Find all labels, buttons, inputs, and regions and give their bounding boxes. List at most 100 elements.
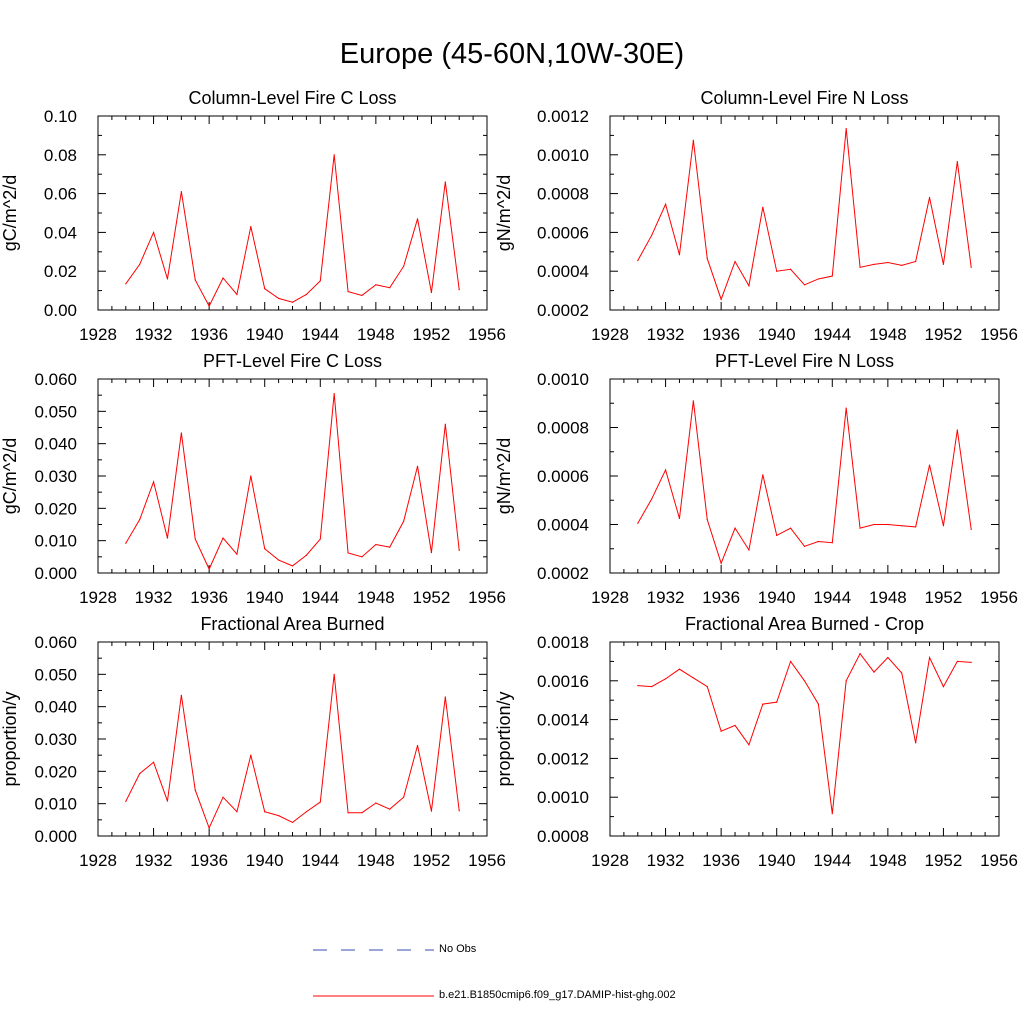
panel-5-data-point — [208, 827, 210, 829]
panel-3-ytick-label: 0.050 — [34, 402, 77, 421]
panel-4-data-point — [734, 527, 736, 529]
panel-2-data-point — [887, 261, 889, 264]
panel-5-ytick-label: 0.000 — [34, 827, 77, 846]
panel-4-data-point — [692, 400, 694, 402]
panel-4-xtick-label: 1936 — [702, 588, 740, 607]
panel-2-data-point — [845, 128, 847, 130]
panel-5-ytick-label: 0.050 — [34, 665, 77, 684]
panel-2-xtick-label: 1948 — [869, 325, 907, 344]
panel-4-data-point — [720, 562, 722, 564]
panel-3-data-point — [389, 546, 391, 548]
panel-6-data-point — [956, 660, 958, 663]
panel-2-data-point — [692, 139, 694, 141]
panel-4-data-point — [637, 522, 639, 524]
panel-3-xtick-label: 1940 — [246, 588, 284, 607]
panel-5-data-point — [319, 801, 321, 803]
panel-1-ytick-label: 0.06 — [44, 185, 77, 204]
panel-2-ytick-label: 0.0008 — [537, 185, 589, 204]
panel-3-ylabel: gC/m^2/d — [0, 438, 20, 514]
panel-4-data-point — [817, 540, 819, 543]
panel-6-series-line — [637, 652, 972, 814]
panel-3-data-point — [250, 475, 252, 477]
panel-1-data-point — [319, 280, 321, 282]
panel-3-data-point — [319, 538, 321, 540]
panel-1-xtick-label: 1936 — [190, 325, 228, 344]
panel-1-ylabel: gC/m^2/d — [0, 175, 20, 251]
panel-4-ytick-label: 0.0004 — [537, 516, 589, 535]
panel-6-data-point — [859, 653, 861, 655]
panel-6-data-point — [720, 730, 722, 732]
panel-2-series-line — [637, 128, 972, 301]
panel-2-data-point — [720, 298, 722, 300]
panel-5-data-point — [416, 744, 419, 747]
panel-6-data-point — [762, 703, 764, 705]
panel-6-data-point — [845, 680, 847, 682]
panel-2-xtick-label: 1932 — [647, 325, 685, 344]
panel-1-data-point — [139, 263, 141, 266]
panel-3-xtick-label: 1956 — [468, 588, 506, 607]
panel-3-xtick-label: 1932 — [135, 588, 173, 607]
panel-6-ytick-label: 0.0010 — [537, 788, 589, 807]
panel-1-data-point — [180, 191, 182, 193]
panel-2-xtick-label: 1956 — [980, 325, 1018, 344]
panel-3-ytick-label: 0.000 — [34, 564, 77, 583]
panel-6-plot-frame — [609, 641, 1000, 837]
panel-2-data-point — [942, 263, 945, 266]
panel-4-xtick-label: 1940 — [758, 588, 796, 607]
panel-1-data-point — [194, 279, 196, 281]
panel-2-data-point — [803, 284, 806, 286]
panel-6-ytick-label: 0.0012 — [537, 749, 589, 768]
panel-6-data-point — [664, 678, 667, 680]
panel-6-ylabel: proportion/y — [494, 691, 514, 786]
panel-4-data-point — [901, 525, 903, 527]
panel-4-ylabel: gN/m^2/d — [494, 438, 514, 514]
panel-4-data-point — [664, 469, 667, 471]
panel-5-data-point — [291, 821, 294, 824]
panel-5-ytick-label: 0.030 — [34, 730, 77, 749]
panel-2-data-point — [706, 257, 708, 260]
panel-4-data-point — [845, 407, 847, 409]
panel-2-xtick-label: 1928 — [591, 325, 629, 344]
panel-2-ytick-label: 0.0002 — [537, 301, 589, 320]
panel-3-data-point — [194, 538, 196, 540]
panel-4-title: PFT-Level Fire N Loss — [715, 351, 894, 371]
panel-3-data-point — [222, 537, 224, 539]
panel-6-data-point — [651, 686, 653, 688]
panel-6-ytick-label: 0.0018 — [537, 633, 589, 652]
panel-2-data-point — [915, 260, 917, 263]
panel-2-data-point — [831, 275, 833, 277]
panel-6-data-point — [692, 677, 694, 679]
panel-5-data-point — [389, 808, 391, 810]
panel-3-ytick-label: 0.010 — [34, 532, 77, 551]
panel-6-data-point — [678, 668, 681, 670]
panel-3-data-point — [208, 568, 210, 570]
panel-2-data-point — [928, 196, 931, 199]
panel-3-data-point — [152, 481, 155, 483]
panel-5-xtick-label: 1940 — [246, 851, 284, 870]
panel-2-ylabel: gN/m^2/d — [494, 175, 514, 251]
panel-1-data-point — [305, 293, 307, 296]
panel-4-xtick-label: 1952 — [925, 588, 963, 607]
panel-3-xtick-label: 1948 — [357, 588, 395, 607]
panel-6-data-point — [942, 686, 945, 688]
page-title: Europe (45-60N,10W-30E) — [339, 38, 685, 70]
panel-1-xtick-label: 1944 — [301, 325, 339, 344]
panel-6-ytick-label: 0.0016 — [537, 672, 589, 691]
panel-1-ytick-label: 0.00 — [44, 301, 77, 320]
panel-5-data-point — [403, 796, 405, 798]
panel-1-data-point — [389, 287, 391, 289]
panel-2-data-point — [859, 266, 861, 268]
panel-5-data-point — [278, 815, 280, 817]
panel-6-xtick-label: 1944 — [813, 851, 851, 870]
panel-1-plot-frame — [97, 115, 488, 311]
panel-4-ytick-label: 0.0010 — [537, 370, 589, 389]
panel-6-xtick-label: 1932 — [647, 851, 685, 870]
panel-5-data-point — [222, 796, 224, 798]
panel-2-data-point — [776, 270, 778, 272]
panel-1-data-point — [444, 181, 446, 183]
panel-1-xtick-label: 1952 — [413, 325, 451, 344]
panel-3-data-point — [361, 556, 363, 558]
panel-5-xtick-label: 1948 — [357, 851, 395, 870]
panel-6-xtick-label: 1952 — [925, 851, 963, 870]
panel-2-ytick-label: 0.0006 — [537, 223, 589, 242]
